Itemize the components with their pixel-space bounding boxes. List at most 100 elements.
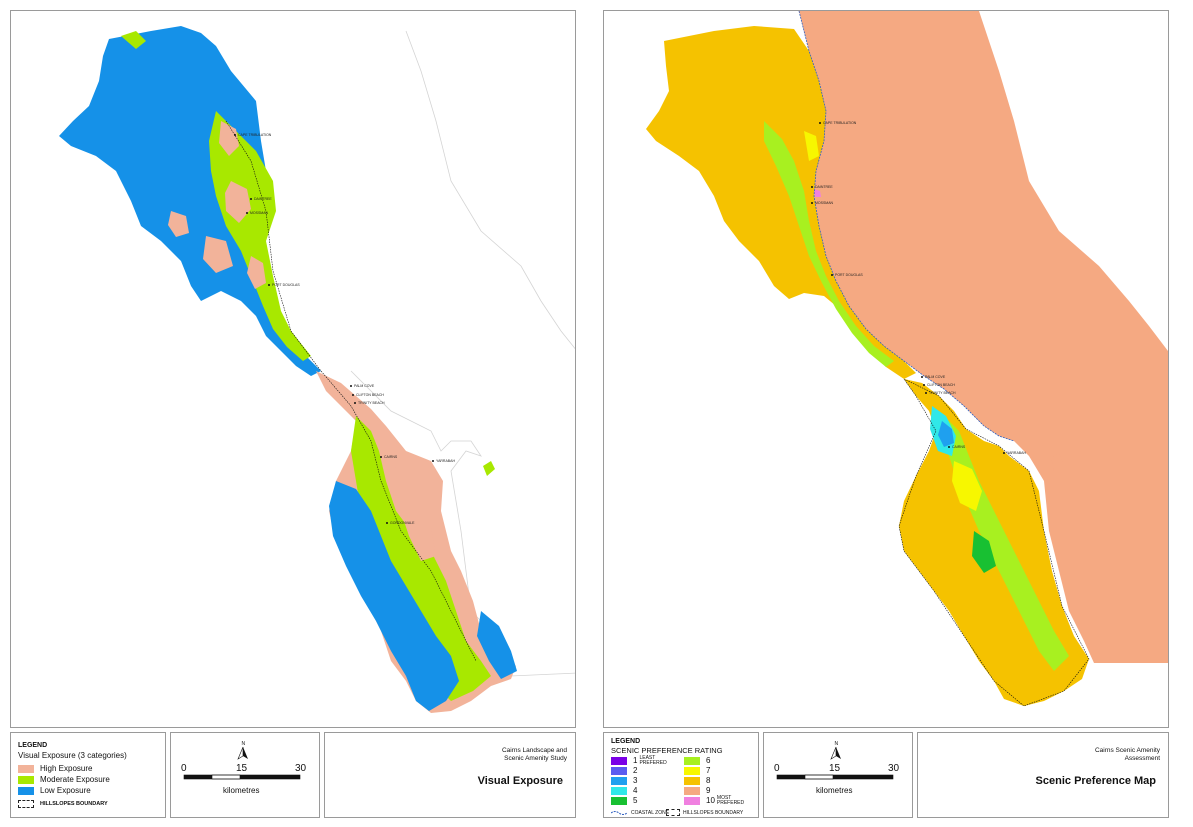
place-labels: CAPE TRIBULATION DAINTREE MOSSMAN PORT D… [811,121,1026,455]
swatch-pref-5 [611,796,627,805]
study-name: Cairns Scenic Amenity Assessment [1020,747,1160,763]
legend-note-pref-10: MOST PREFERED [716,794,745,806]
region-pref-8-north [646,26,916,379]
region-high-north-1 [219,121,239,156]
place-yarrabah: YARRABAH [1007,451,1026,455]
legend-label-boundary: HILLSLOPES BOUNDARY [683,809,744,816]
legend-label-pref-1: 1 [633,756,638,765]
legend-label-pref-6: 6 [706,756,711,765]
place-palm-cove: PALM COVE [354,384,375,388]
place-port-douglas: PORT DOUGLAS [835,273,863,277]
place-cape-tribulation: CAPE TRIBULATION [823,121,857,125]
legend-item-low: Low Exposure [18,786,91,795]
study-name-line-1: Cairns Landscape and [501,747,567,754]
region-moderate-island [483,461,495,476]
scale-tick-0: 0 [181,763,187,774]
place-gordonvale: GORDONVALE [390,521,415,525]
region-high-south-2 [391,466,436,561]
legend-item-pref-8: 8 [684,776,710,785]
legend-subheading: Visual Exposure (3 categories) [18,751,127,760]
north-arrow: N [830,741,841,760]
legend-item-pref-3: 3 [611,776,637,785]
region-pref-9-ocean [799,11,1168,663]
scale-bar-graphic [183,774,301,780]
region-high-north-5 [168,211,189,237]
legend-heading: LEGEND [611,738,641,745]
legend-label-pref-4: 4 [633,786,638,795]
swatch-pref-7 [684,766,700,775]
region-high-north-3 [203,236,233,273]
legend-item-pref-5: 5 [611,796,637,805]
legend-label-boundary: HILLSLOPES BOUNDARY [40,800,108,807]
place-mossman: MOSSMAN [815,201,834,205]
region-pref-9-island [1051,453,1063,471]
region-high-north-4 [247,256,266,289]
swatch-pref-8 [684,776,700,785]
region-pref-5-south [972,531,996,573]
visual-exposure-legend: LEGEND Visual Exposure (3 categories) Hi… [10,732,166,818]
place-clifton-beach: CLIFTON BEACH [356,393,384,397]
legend-item-pref-9: 9 [684,786,710,795]
region-pref-6-coast-north [764,121,894,367]
region-moderate-north [209,111,311,361]
region-pref-7-coast [804,131,819,161]
scale-tick-30: 30 [295,763,307,774]
legend-item-pref-7: 7 [684,766,710,775]
legend-label-moderate: Moderate Exposure [40,775,110,784]
scale-bar-graphic [776,774,894,780]
legend-item-boundary: HILLSLOPES BOUNDARY [666,808,743,817]
place-daintree: DAINTREE [254,197,272,201]
study-name: Cairns Landscape and Scenic Amenity Stud… [427,747,567,763]
swatch-pref-4 [611,786,627,795]
map-title: Visual Exposure [477,775,563,787]
map-title: Scenic Preference Map [1035,775,1156,787]
place-cape-tribulation: CAPE TRIBULATION [238,133,272,137]
region-high-north-2 [225,181,251,223]
swatch-high [18,764,34,773]
region-low-south-east [477,611,517,679]
scale-bar-box: N 0 15 30 kilometres [170,732,320,818]
place-mossman: MOSSMAN [250,211,269,215]
study-name-line-2: Scenic Amenity Study [504,755,567,762]
place-labels: CAPE TRIBULATION DAINTREE MOSSMAN PORT D… [234,133,455,525]
swatch-low [18,786,34,795]
place-cairns: CAIRNS [952,445,966,449]
hillslopes-boundary-line [225,120,477,662]
scenic-preference-panel: CAPE TRIBULATION DAINTREE MOSSMAN PORT D… [603,10,1169,818]
swatch-boundary [18,799,34,808]
legend-subheading: SCENIC PREFERENCE RATING [611,746,723,755]
place-yarrabah: YARRABAH [436,459,455,463]
region-pref-7-south [952,461,982,511]
legend-item-pref-6: 6 [684,756,710,765]
legend-item-high: High Exposure [18,764,92,773]
swatch-pref-2 [611,766,627,775]
scenic-preference-map-svg: CAPE TRIBULATION DAINTREE MOSSMAN PORT D… [646,11,1168,707]
scale-tick-15: 15 [829,763,841,774]
visual-exposure-map: CAPE TRIBULATION DAINTREE MOSSMAN PORT D… [10,10,576,728]
swatch-pref-6 [684,756,700,765]
region-low-south [329,481,459,711]
legend-item-moderate: Moderate Exposure [18,775,110,784]
scale-unit: kilometres [816,786,853,795]
place-trinity-beach: TRINITY BEACH [929,391,956,395]
legend-item-pref-10: 10 MOST PREFERED [684,794,747,806]
legend-label-high: High Exposure [40,764,93,773]
legend-label-low: Low Exposure [40,786,91,795]
hillslopes-boundary-line [898,378,1090,707]
place-clifton-beach: CLIFTON BEACH [927,383,955,387]
visual-exposure-map-svg: CAPE TRIBULATION DAINTREE MOSSMAN PORT D… [59,26,575,713]
svg-text:N: N [835,741,839,747]
coastal-zone-line [798,11,1015,442]
legend-item-pref-2: 2 [611,766,637,775]
place-port-douglas: PORT DOUGLAS [272,283,300,287]
scale-unit: kilometres [223,786,260,795]
scale-tick-0: 0 [774,763,780,774]
region-pref-3-south [938,421,954,447]
title-block: Cairns Landscape and Scenic Amenity Stud… [324,732,576,818]
swatch-pref-9 [684,786,700,795]
legend-label-pref-8: 8 [706,776,711,785]
legend-label-pref-2: 2 [633,766,638,775]
legend-label-pref-10: 10 [706,796,715,805]
legend-label-pref-3: 3 [633,776,638,785]
place-palm-cove: PALM COVE [925,375,946,379]
